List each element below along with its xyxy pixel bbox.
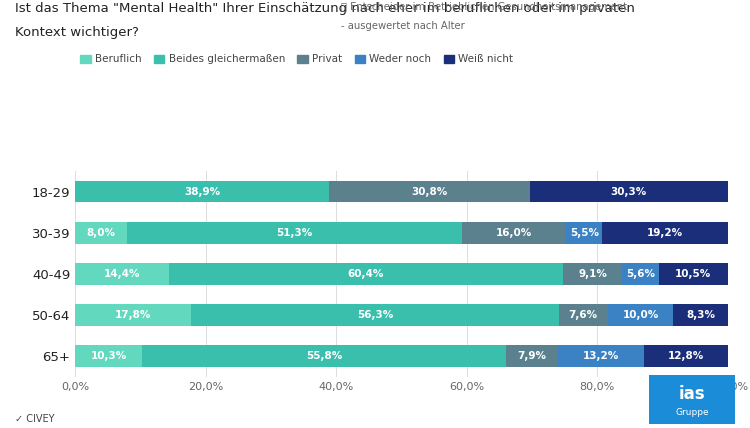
Bar (559, 304, 608, 326)
Bar (169, 263, 563, 285)
Text: Gruppe: Gruppe (675, 408, 709, 417)
Bar (622, 263, 659, 285)
Bar (462, 222, 566, 244)
Text: 5,5%: 5,5% (570, 228, 598, 238)
Text: 7,9%: 7,9% (518, 351, 547, 361)
Text: 55,8%: 55,8% (306, 351, 343, 361)
Text: 51,3%: 51,3% (277, 228, 313, 238)
Bar (75, 345, 142, 367)
Bar (75, 263, 169, 285)
Text: 12,8%: 12,8% (668, 351, 704, 361)
Bar (75, 222, 128, 244)
Bar (506, 345, 558, 367)
Bar (566, 222, 602, 244)
Text: Ist das Thema "Mental Health" Ihrer Einschätzung nach eher im beruflichen oder i: Ist das Thema "Mental Health" Ihrer Eins… (15, 2, 634, 15)
Text: 17,8%: 17,8% (115, 310, 152, 320)
Text: 10,5%: 10,5% (675, 269, 711, 279)
Text: ⌛ Entscheider im Betrieblichen Gesundheitsmanagement: ⌛ Entscheider im Betrieblichen Gesundhei… (341, 2, 627, 12)
Bar (608, 304, 674, 326)
Text: 9,1%: 9,1% (578, 269, 608, 279)
Text: 60,4%: 60,4% (348, 269, 384, 279)
Text: 38,9%: 38,9% (184, 187, 220, 197)
Bar (75, 181, 328, 202)
Legend: Beruflich, Beides gleichermaßen, Privat, Weder noch, Weiß nicht: Beruflich, Beides gleichermaßen, Privat,… (80, 54, 513, 65)
Text: - ausgewertet nach Alter: - ausgewertet nach Alter (341, 21, 465, 31)
Text: 5,6%: 5,6% (626, 269, 656, 279)
Text: 10,0%: 10,0% (622, 310, 658, 320)
Text: 8,3%: 8,3% (686, 310, 715, 320)
Bar (659, 263, 728, 285)
Bar (142, 345, 506, 367)
Bar (602, 222, 728, 244)
Text: 19,2%: 19,2% (646, 228, 683, 238)
Text: 10,3%: 10,3% (91, 351, 127, 361)
Text: 30,3%: 30,3% (610, 187, 646, 197)
Text: 13,2%: 13,2% (583, 351, 619, 361)
Text: ✓ CIVEY: ✓ CIVEY (15, 414, 55, 424)
Text: ias: ias (679, 385, 705, 403)
Bar (530, 181, 728, 202)
Bar (674, 304, 728, 326)
Bar (191, 304, 559, 326)
Bar (75, 304, 191, 326)
Bar (644, 345, 728, 367)
Bar (558, 345, 644, 367)
Text: 14,4%: 14,4% (104, 269, 140, 279)
Text: 8,0%: 8,0% (86, 228, 116, 238)
Bar (328, 181, 530, 202)
Text: 7,6%: 7,6% (568, 310, 598, 320)
Text: 16,0%: 16,0% (496, 228, 532, 238)
Text: 30,8%: 30,8% (411, 187, 448, 197)
Bar (128, 222, 462, 244)
Text: 56,3%: 56,3% (357, 310, 393, 320)
Text: Kontext wichtiger?: Kontext wichtiger? (15, 26, 139, 39)
Bar (563, 263, 622, 285)
